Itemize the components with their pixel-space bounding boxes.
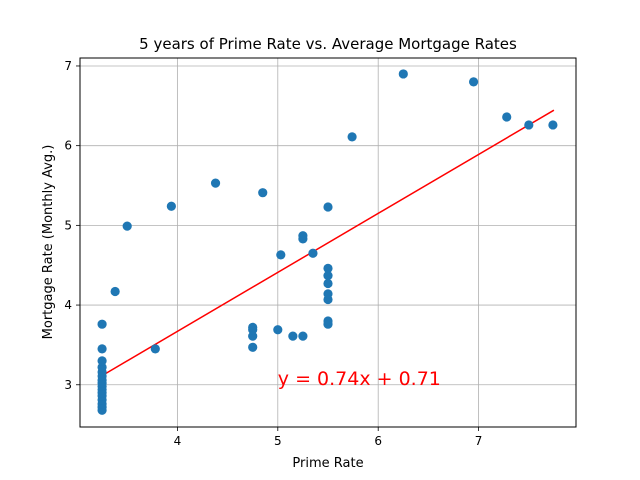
- data-point: [248, 342, 258, 352]
- y-ticks: 3 4 5 6 7: [64, 59, 80, 392]
- data-point: [97, 319, 107, 329]
- y-tick-label: 3: [64, 378, 72, 392]
- data-point: [110, 286, 120, 297]
- data-point: [323, 263, 333, 274]
- y-tick-label: 4: [64, 298, 72, 312]
- data-point: [548, 120, 558, 130]
- chart-title: 5 years of Prime Rate vs. Average Mortga…: [139, 35, 517, 53]
- plot-frame: [79, 57, 577, 428]
- data-points: [97, 69, 558, 415]
- regression-line-group: [101, 109, 555, 377]
- x-tick-label: 4: [174, 434, 182, 448]
- data-point: [468, 77, 479, 87]
- y-tick-label: 6: [64, 139, 72, 153]
- y-tick-label: 5: [64, 218, 72, 232]
- data-point: [288, 331, 298, 341]
- data-point: [122, 221, 132, 231]
- data-point: [258, 188, 268, 198]
- data-point: [298, 231, 308, 241]
- data-point: [347, 132, 357, 142]
- data-point: [308, 248, 318, 258]
- data-point: [298, 331, 308, 341]
- x-tick-label: 5: [274, 434, 282, 448]
- data-point: [248, 331, 258, 341]
- data-point: [210, 178, 221, 188]
- grid-lines: [80, 58, 576, 427]
- data-point: [97, 356, 107, 366]
- data-point: [97, 344, 107, 354]
- data-point: [323, 289, 333, 299]
- data-point: [323, 202, 333, 212]
- regression-equation-label: y = 0.74x + 0.71: [278, 368, 441, 390]
- data-point: [323, 278, 333, 289]
- data-point: [502, 112, 512, 122]
- x-ticks: 4 5 6 7: [174, 427, 483, 448]
- data-point: [323, 270, 333, 281]
- regression-line: [101, 109, 555, 377]
- x-tick-label: 6: [374, 434, 382, 448]
- data-point: [150, 344, 160, 354]
- data-point: [166, 201, 176, 211]
- data-point: [248, 322, 258, 332]
- x-axis-label: Prime Rate: [292, 456, 363, 471]
- data-point: [97, 362, 107, 372]
- data-point: [398, 69, 408, 79]
- data-point: [323, 316, 333, 326]
- y-axis-label: Mortgage Rate (Monthly Avg.): [41, 145, 56, 340]
- y-tick-label: 7: [64, 59, 72, 73]
- data-point: [276, 250, 286, 260]
- x-tick-label: 7: [475, 434, 483, 448]
- data-point: [273, 325, 283, 335]
- data-point: [524, 120, 534, 130]
